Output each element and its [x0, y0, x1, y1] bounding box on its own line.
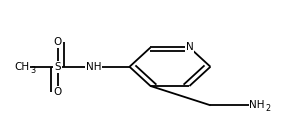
Text: O: O [54, 37, 62, 47]
Text: NH: NH [249, 100, 265, 110]
Text: 3: 3 [30, 66, 36, 75]
Text: CH: CH [14, 62, 29, 72]
Text: N: N [186, 43, 193, 53]
Text: 2: 2 [265, 104, 271, 113]
Text: S: S [54, 62, 61, 72]
Text: O: O [54, 86, 62, 96]
Text: NH: NH [86, 62, 101, 72]
